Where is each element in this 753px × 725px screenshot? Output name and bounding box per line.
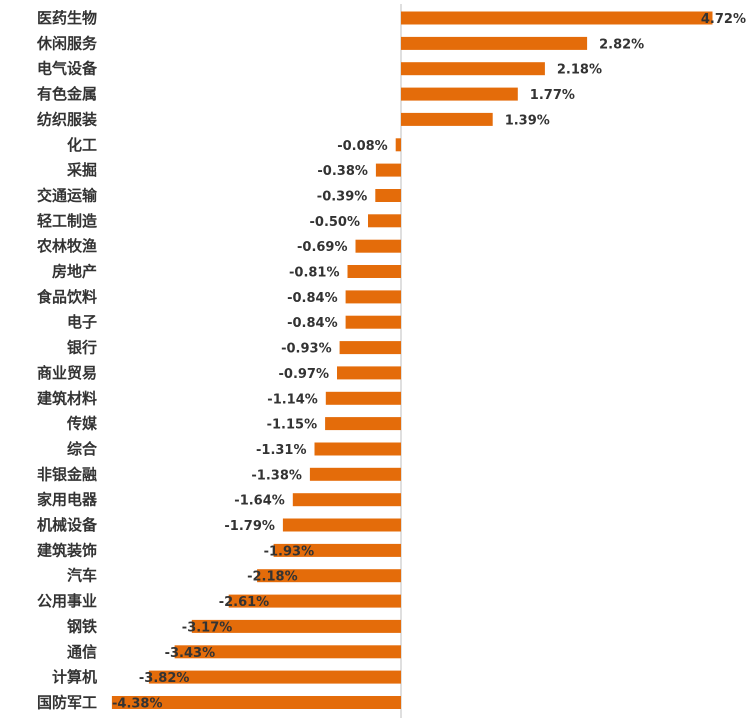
bar-27	[111, 696, 402, 709]
bar-17	[314, 442, 401, 456]
value-label: 4.72%	[701, 12, 746, 27]
bar-4	[401, 112, 493, 126]
category-label: 休闲服务	[36, 34, 98, 52]
bar-25	[174, 645, 401, 659]
bar-24	[191, 619, 401, 633]
category-label: 建筑材料	[37, 389, 97, 407]
bar-8	[368, 214, 401, 228]
value-label: -0.38%	[317, 164, 368, 179]
value-label: 1.77%	[530, 88, 575, 103]
category-label: 机械设备	[37, 516, 98, 534]
category-label: 钢铁	[67, 617, 97, 635]
bar-18	[309, 467, 401, 481]
value-label: -1.64%	[234, 494, 285, 509]
value-label: -0.97%	[279, 367, 330, 382]
bar-26	[148, 670, 401, 684]
category-label: 公用事业	[37, 592, 97, 610]
category-label: 传媒	[66, 415, 98, 433]
value-label: 2.82%	[599, 37, 644, 52]
category-label: 食品饮料	[37, 288, 97, 306]
category-label: 家用电器	[37, 491, 98, 509]
bar-2	[401, 62, 545, 76]
category-label: 建筑装饰	[37, 541, 97, 559]
value-label: -0.39%	[317, 190, 368, 205]
category-label: 医药生物	[37, 9, 97, 27]
category-label: 轻工制造	[37, 212, 97, 230]
category-label: 有色金属	[37, 85, 97, 103]
value-label: -3.17%	[182, 620, 233, 635]
value-label: -3.82%	[139, 671, 190, 686]
category-label: 化工	[67, 136, 97, 154]
bar-3	[401, 87, 518, 101]
bar-5	[395, 138, 401, 152]
bar-15	[325, 391, 401, 405]
category-label: 农林牧渔	[36, 237, 97, 255]
category-label: 非银金融	[37, 465, 97, 483]
value-label: -1.14%	[267, 392, 318, 407]
value-label: -0.93%	[281, 342, 332, 357]
category-label: 房地产	[52, 263, 97, 281]
value-label: 1.39%	[505, 113, 550, 128]
category-label: 商业贸易	[37, 364, 97, 382]
bar-14	[337, 366, 401, 380]
value-label: -3.43%	[165, 646, 216, 661]
bar-12	[345, 315, 401, 329]
bar-7	[375, 189, 401, 202]
value-label: -0.08%	[337, 139, 388, 154]
bar-11	[345, 290, 401, 304]
bar-10	[347, 265, 401, 278]
bar-1	[401, 36, 588, 50]
category-label: 汽车	[67, 567, 97, 585]
value-label: -0.84%	[287, 291, 338, 306]
category-label: 计算机	[52, 668, 97, 686]
category-label: 综合	[67, 440, 98, 458]
bar-23	[228, 594, 401, 608]
bar-19	[292, 493, 401, 507]
category-label: 交通运输	[37, 187, 98, 205]
value-label: 2.18%	[557, 63, 602, 78]
bar-9	[355, 239, 401, 253]
category-label: 国防军工	[37, 694, 97, 712]
value-label: -1.15%	[267, 418, 318, 433]
category-label: 银行	[67, 339, 97, 357]
bar-21	[273, 543, 401, 557]
value-label: -0.81%	[289, 266, 340, 281]
value-label: -1.93%	[264, 544, 315, 559]
value-label: -0.69%	[297, 240, 348, 255]
value-label: -4.38%	[112, 697, 163, 712]
value-label: -1.38%	[251, 468, 302, 483]
category-label: 纺织服装	[37, 110, 98, 128]
category-label: 电气设备	[37, 60, 98, 78]
bar-16	[325, 417, 401, 431]
category-label: 电子	[67, 313, 97, 331]
value-label: -0.84%	[287, 316, 338, 331]
category-label: 通信	[67, 643, 97, 661]
value-label: -2.61%	[219, 595, 270, 610]
bar-0	[401, 11, 713, 25]
bar-20	[282, 518, 401, 532]
bar-6	[375, 163, 401, 177]
category-label: 采掘	[66, 161, 97, 179]
bar-22	[257, 569, 401, 583]
value-label: -1.31%	[256, 443, 307, 458]
bar-13	[339, 341, 401, 355]
value-label: -2.18%	[247, 570, 298, 585]
value-label: -0.50%	[310, 215, 361, 230]
value-label: -1.79%	[224, 519, 275, 534]
